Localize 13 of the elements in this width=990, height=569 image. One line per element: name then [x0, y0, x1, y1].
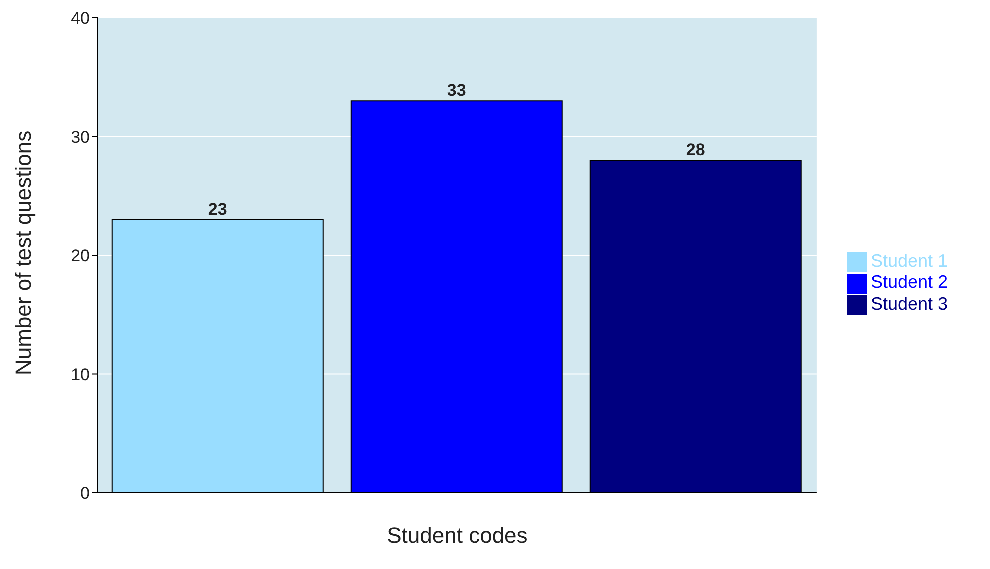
- data-label: 28: [686, 140, 706, 160]
- x-axis-title: Student codes: [387, 523, 528, 548]
- y-tick-label: 20: [71, 246, 90, 266]
- y-tick-label: 30: [71, 128, 90, 147]
- data-label: 23: [208, 200, 228, 219]
- y-axis-title: Number of test questions: [10, 130, 36, 376]
- data-label: 33: [447, 81, 466, 100]
- y-tick-label: 0: [80, 484, 90, 504]
- legend-label: Student 2: [870, 272, 948, 292]
- legend-label: Student 3: [870, 294, 948, 314]
- y-tick-label: 10: [71, 365, 90, 384]
- y-tick-label: 40: [71, 9, 90, 28]
- legend-label: Student 1: [870, 251, 948, 272]
